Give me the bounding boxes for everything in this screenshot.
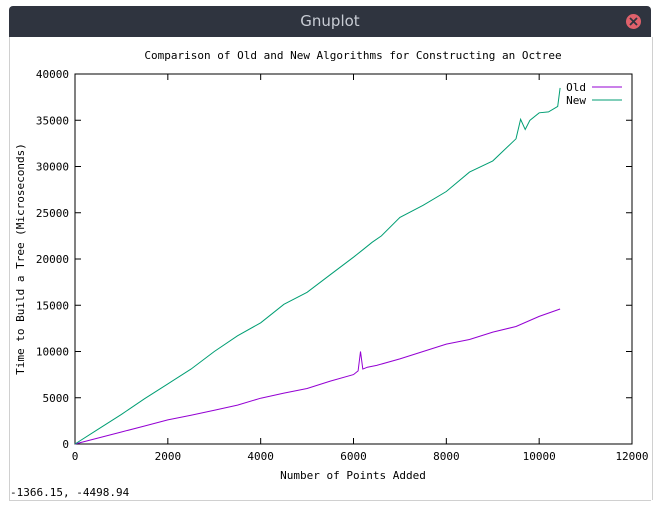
y-tick-label: 20000 [36, 253, 69, 266]
x-axis-label: Number of Points Added [280, 469, 426, 482]
window-title: Gnuplot [300, 12, 360, 30]
y-tick-label: 40000 [36, 68, 69, 81]
x-tick-label: 4000 [247, 450, 274, 463]
x-tick-label: 10000 [523, 450, 556, 463]
cursor-coordinates: -1366.15, -4498.94 [10, 486, 130, 499]
close-button[interactable] [626, 14, 641, 29]
y-axis-label: Time to Build a Tree (Microseconds) [14, 143, 27, 375]
legend-label-new: New [566, 94, 586, 107]
chart-title: Comparison of Old and New Algorithms for… [144, 49, 561, 62]
y-tick-label: 5000 [43, 392, 70, 405]
plot-area[interactable]: Comparison of Old and New Algorithms for… [9, 37, 653, 500]
x-tick-label: 2000 [155, 450, 182, 463]
close-icon [629, 17, 638, 26]
y-tick-label: 15000 [36, 299, 69, 312]
x-tick-label: 8000 [433, 450, 460, 463]
window-bottom-edge [9, 500, 651, 501]
octree-chart[interactable]: Comparison of Old and New Algorithms for… [10, 37, 652, 500]
y-tick-label: 25000 [36, 207, 69, 220]
x-tick-label: 0 [72, 450, 79, 463]
series-lines [74, 87, 561, 445]
y-tick-label: 10000 [36, 346, 69, 359]
plot-frame [74, 73, 633, 445]
series-line-old [74, 308, 561, 445]
x-tick-label: 12000 [615, 450, 648, 463]
series-line-new [74, 87, 561, 445]
x-tick-label: 6000 [340, 450, 367, 463]
y-tick-label: 0 [62, 438, 69, 451]
y-tick-label: 35000 [36, 114, 69, 127]
legend-label-old: Old [566, 81, 586, 94]
y-tick-label: 30000 [36, 161, 69, 174]
x-axis-ticks: 0 2000 4000 6000 8000 10000 12000 [72, 74, 649, 463]
y-axis-ticks: 0 5000 10000 15000 20000 25000 30000 35000 40000 [36, 68, 632, 451]
title-bar[interactable]: Gnuplot [9, 6, 651, 37]
